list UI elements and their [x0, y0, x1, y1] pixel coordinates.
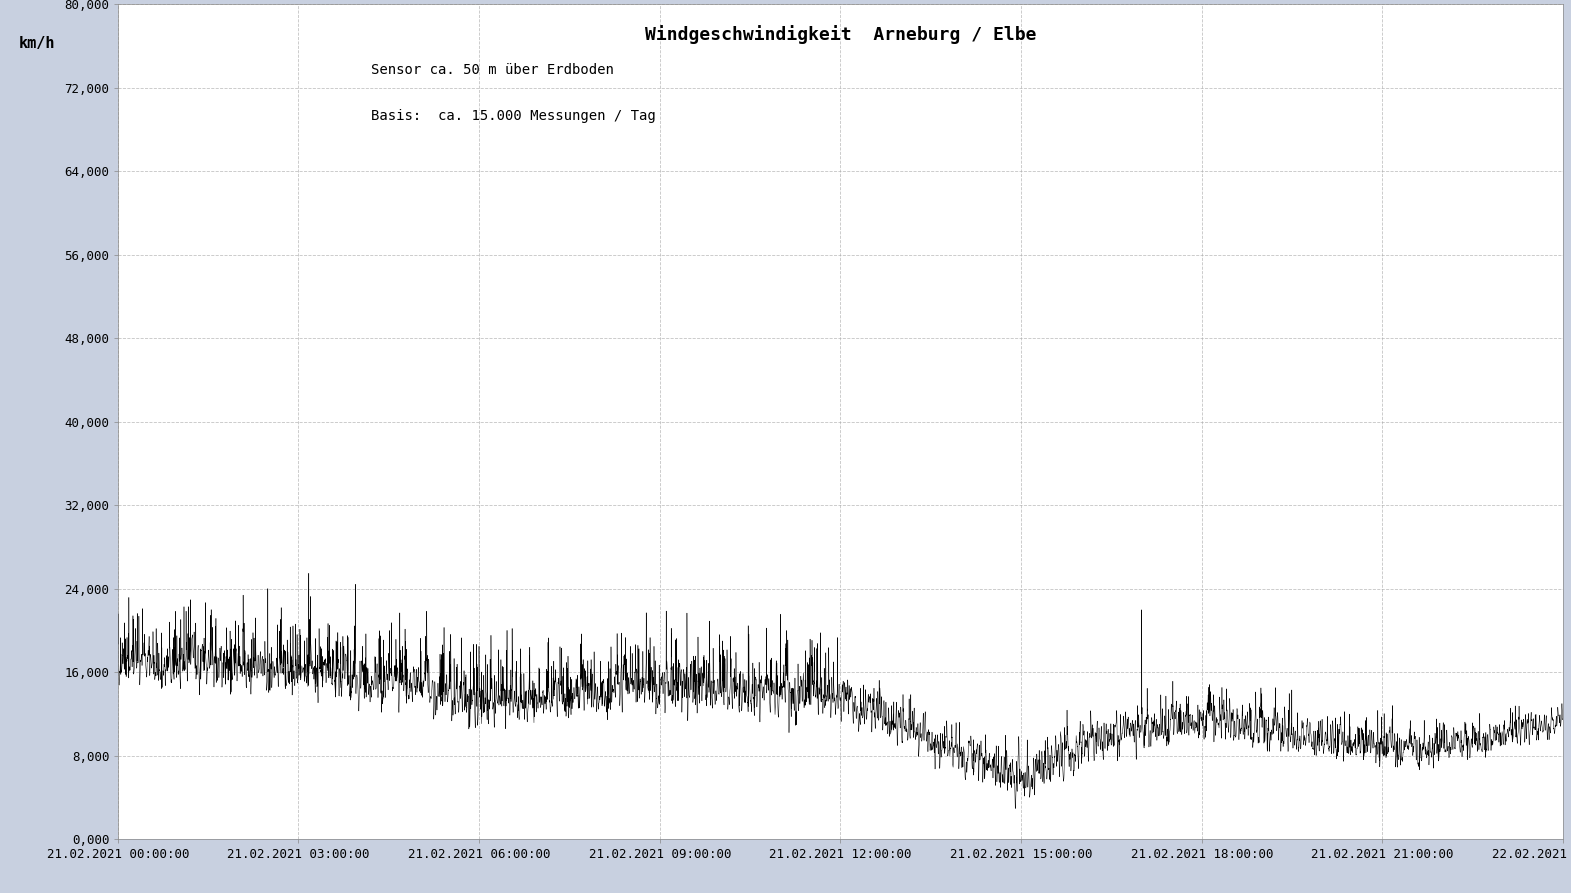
Text: Basis:  ca. 15.000 Messungen / Tag: Basis: ca. 15.000 Messungen / Tag [371, 109, 655, 123]
Text: Sensor ca. 50 m über Erdboden: Sensor ca. 50 m über Erdboden [371, 63, 614, 77]
Text: Windgeschwindigkeit  Arneburg / Elbe: Windgeschwindigkeit Arneburg / Elbe [644, 25, 1037, 45]
Text: km/h: km/h [19, 36, 55, 51]
